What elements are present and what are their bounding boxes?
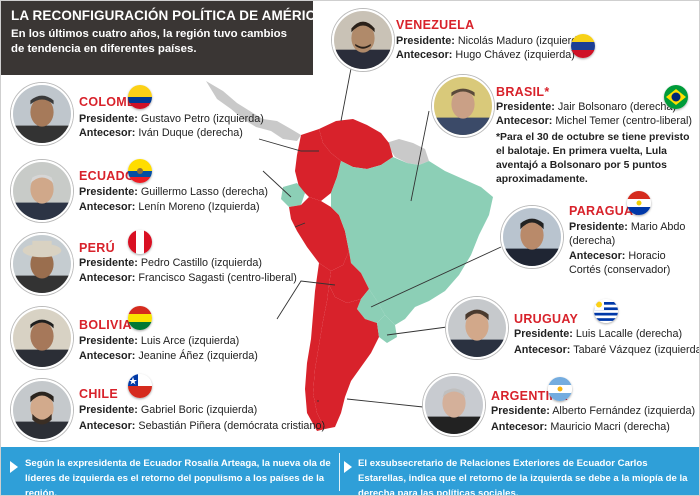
ecuador-president: Presidente: Guillermo Lasso (derecha) (79, 186, 269, 198)
bolivia-president: Presidente: Luis Arce (izquierda) (79, 335, 240, 347)
bolivia-region (329, 251, 369, 303)
chile-predecessor: Antecesor: Sebastián Piñera (demócrata c… (79, 420, 326, 432)
header-banner: LA RECONFIGURACIÓN POLÍTICA DE AMÉRICA D… (1, 1, 389, 75)
uruguay-president: Presidente: Luis Lacalle (derecha) (514, 328, 683, 340)
footer-quote-left: Según la expresidenta de Ecuador Rosalía… (25, 458, 331, 496)
ecuador-region (281, 183, 305, 207)
peru-president: Presidente: Pedro Castillo (izquierda) (79, 257, 263, 269)
paraguay-president-cont: (derecha) (569, 235, 616, 247)
peru-region (289, 197, 349, 271)
brasil-note: *Para el 30 de octubre se tiene previsto… (496, 132, 690, 185)
footer-banner: Según la expresidenta de Ecuador Rosalía… (1, 447, 699, 496)
argentina-president-portrait (423, 374, 485, 436)
ecuador-flag-icon (128, 159, 152, 183)
chile-name: CHILE (79, 387, 118, 401)
venezuela-flag-icon (571, 34, 595, 58)
peru-flag-icon (128, 230, 152, 254)
brasil-predecessor: Antecesor: Michel Temer (centro-liberal) (496, 115, 693, 127)
connector-paraguay (370, 246, 502, 308)
venezuela-president: Presidente: Nicolás Maduro (izquierda) (396, 35, 587, 47)
argentina-predecessor: Antecesor: Mauricio Macri (derecha) (491, 421, 670, 433)
colombia-predecessor: Antecesor: Iván Duque (derecha) (79, 127, 243, 139)
ecuador-predecessor: Antecesor: Lenín Moreno (Izquierda) (79, 201, 260, 213)
connector-uruguay (386, 326, 448, 336)
colombia-president: Presidente: Gustavo Petro (izquierda) (79, 113, 264, 125)
bolivia-president-portrait (11, 307, 73, 369)
colombia-president-portrait (11, 83, 73, 145)
chile-flag-icon (128, 374, 152, 398)
paraguay-president-portrait (501, 206, 563, 268)
uruguay-flag-icon (594, 299, 618, 323)
connector-argentina (346, 398, 424, 408)
paraguay-flag-icon (627, 191, 651, 215)
argentina-region (313, 285, 379, 429)
uruguay-president-portrait (446, 297, 508, 359)
footer-quote-right: El exsubsecretario de Relaciones Exterio… (358, 458, 688, 496)
uruguay-predecessor: Antecesor: Tabaré Vázquez (izquierda) (514, 344, 700, 356)
connector-ecuador (262, 170, 292, 198)
triangle-arrow-icon (10, 461, 18, 473)
guianas-land (386, 139, 429, 165)
argentina-flag-icon (548, 377, 572, 401)
connector-bolivia (276, 280, 336, 320)
paraguay-president: Presidente: Mario Abdo (569, 221, 686, 233)
brasil-president-portrait (432, 75, 494, 137)
chile-president: Presidente: Gabriel Boric (izquierda) (79, 404, 258, 416)
venezuela-name: VENEZUELA (396, 18, 475, 32)
page-title: LA RECONFIGURACIÓN POLÍTICA DE AMÉRICA D… (11, 8, 389, 23)
page-subtitle: En los últimos cuatro años, la región tu… (11, 28, 287, 55)
paraguay-region (357, 289, 385, 323)
connector-brasil (410, 110, 430, 202)
chile-president-portrait (11, 379, 73, 441)
paraguay-predecessor-cont: Cortés (conservador) (569, 264, 671, 276)
brazil-region (331, 157, 493, 325)
argentina-president: Presidente: Alberto Fernández (izquierda… (491, 405, 696, 417)
colombia-flag-icon (128, 85, 152, 109)
brasil-flag-icon (664, 85, 688, 109)
connector-peru (294, 222, 306, 228)
footer-divider (339, 453, 340, 491)
brasil-president: Presidente: Jair Bolsonaro (derecha) (496, 101, 677, 113)
uruguay-name: URUGUAY (514, 312, 579, 326)
paraguay-predecessor: Antecesor: Horacio (569, 250, 666, 262)
venezuela-region (319, 119, 393, 169)
peru-name: PERÚ (79, 241, 115, 255)
central-america-land (206, 81, 301, 141)
uruguay-region (377, 315, 397, 343)
chile-region (305, 263, 331, 431)
brasil-name: BRASIL* (496, 85, 550, 99)
peru-president-portrait (11, 233, 73, 295)
connector-colombia (258, 138, 319, 152)
ecuador-president-portrait (11, 160, 73, 222)
bolivia-predecessor: Antecesor: Jeanine Áñez (izquierda) (79, 350, 258, 362)
peru-predecessor: Antecesor: Francisco Sagasti (centro-lib… (79, 272, 297, 284)
venezuela-president-portrait (332, 9, 394, 71)
paraguay-name: PARAGUAY (569, 204, 641, 218)
bolivia-flag-icon (128, 306, 152, 330)
ecuador-name: ECUADOR (79, 169, 145, 183)
bolivia-name: BOLIVIA (79, 318, 132, 332)
triangle-arrow-icon (344, 461, 352, 473)
venezuela-predecessor: Antecesor: Hugo Chávez (izquierda) (396, 49, 575, 61)
colombia-region (295, 129, 341, 201)
